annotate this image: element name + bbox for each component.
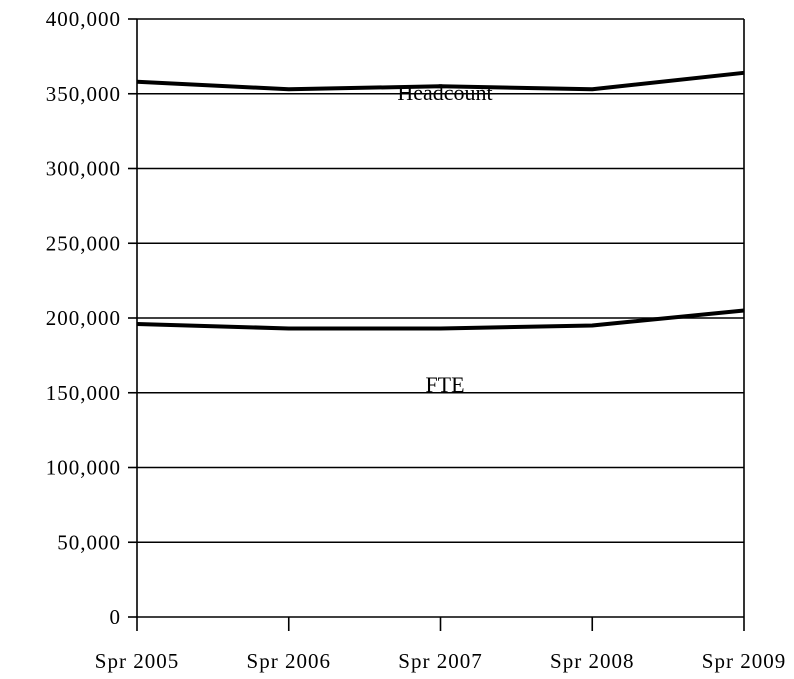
x-tick-label: Spr 2005 bbox=[95, 649, 179, 673]
series-lines bbox=[136, 70, 745, 331]
y-tick-label: 150,000 bbox=[46, 381, 121, 405]
series-label-headcount: Headcount bbox=[397, 80, 492, 105]
x-tick-label: Spr 2006 bbox=[247, 649, 331, 673]
y-tick-label: 50,000 bbox=[57, 530, 121, 554]
y-tick-label: 250,000 bbox=[46, 231, 121, 255]
series-line-fte bbox=[136, 308, 745, 331]
y-tick-label: 350,000 bbox=[46, 82, 121, 106]
y-tick-label: 300,000 bbox=[46, 157, 121, 181]
x-tick-label: Spr 2007 bbox=[398, 649, 482, 673]
axes bbox=[128, 18, 745, 631]
y-tick-label: 100,000 bbox=[46, 456, 121, 480]
y-tick-label: 400,000 bbox=[46, 7, 121, 31]
y-tick-label: 200,000 bbox=[46, 306, 121, 330]
gridlines bbox=[137, 18, 744, 544]
x-tick-label: Spr 2009 bbox=[702, 649, 786, 673]
y-tick-label: 0 bbox=[110, 605, 122, 629]
series-label-fte: FTE bbox=[425, 372, 464, 397]
labels: 0 50,000 100,000 150,000 200,000 250,000 300,0… bbox=[46, 7, 786, 673]
series-line-headcount bbox=[136, 70, 745, 92]
x-tick-label: Spr 2008 bbox=[550, 649, 634, 673]
